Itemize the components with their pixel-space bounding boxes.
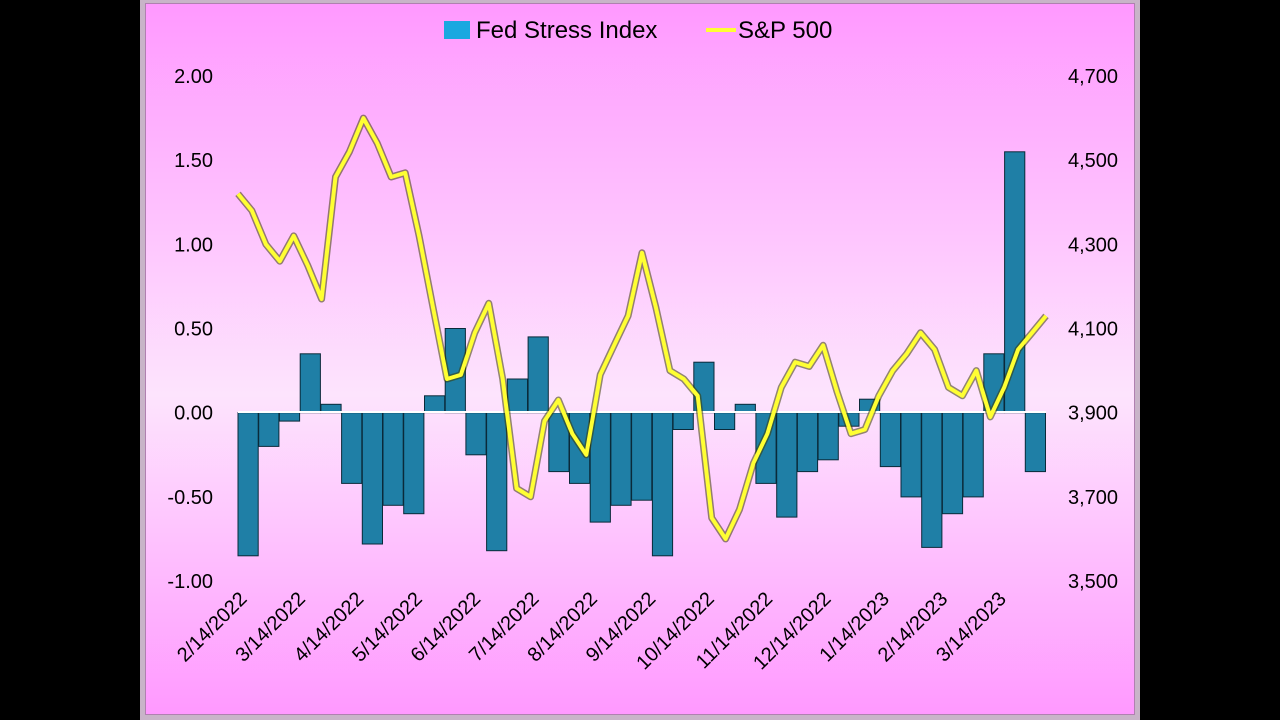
bar-34: [941, 412, 964, 515]
bar-27: [796, 412, 819, 473]
right-tick-label: 3,500: [1068, 571, 1118, 593]
left-tick-label: 2.00: [174, 66, 213, 88]
right-tick-label: 3,900: [1068, 403, 1118, 425]
right-tick-label: 4,500: [1068, 150, 1118, 172]
bar-5: [341, 412, 363, 484]
bar-1: [258, 412, 280, 447]
bar-19: [631, 412, 653, 501]
bar-8: [403, 412, 425, 515]
bar-20: [651, 412, 674, 557]
legend: Fed Stress Index S&P 500: [444, 17, 832, 44]
bar-35: [962, 412, 984, 498]
sp500-line: [236, 116, 1048, 541]
bar-2: [278, 412, 301, 422]
bar-11: [465, 412, 487, 456]
bar-23: [714, 412, 736, 431]
legend-swatch-fed-stress-index: [444, 21, 470, 39]
bar-28: [817, 412, 839, 461]
bar-14: [527, 336, 549, 414]
right-tick-label: 4,300: [1068, 234, 1118, 256]
left-tick-label: 0.50: [174, 319, 213, 341]
legend-label-fed-stress-index: Fed Stress Index: [476, 17, 657, 44]
bar-3: [299, 353, 321, 414]
x-axis: 2/14/20223/14/20224/14/20225/14/20226/14…: [173, 588, 1011, 674]
left-axis: 2.00 1.50 1.00 0.50 0.00 -0.50 -1.00: [167, 66, 213, 593]
left-tick-label: -1.00: [167, 571, 213, 593]
legend-label-sp500: S&P 500: [738, 17, 832, 44]
bar-12: [486, 412, 508, 552]
left-tick-label: -0.50: [167, 487, 213, 509]
right-tick-label: 4,100: [1068, 319, 1118, 341]
left-tick-label: 0.00: [174, 403, 213, 425]
bar-18: [610, 412, 632, 506]
bar-0: [237, 412, 259, 557]
right-tick-label: 4,700: [1068, 66, 1118, 88]
bar-38: [1024, 412, 1047, 473]
right-tick-label: 3,700: [1068, 487, 1118, 509]
bar-7: [382, 412, 404, 506]
left-tick-label: 1.00: [174, 234, 213, 256]
bar-26: [776, 412, 798, 518]
bar-33: [921, 412, 943, 548]
left-tick-label: 1.50: [174, 150, 213, 172]
bar-9: [424, 395, 446, 414]
bar-6: [361, 412, 383, 545]
bar-series: [237, 151, 1047, 557]
bar-21: [672, 412, 694, 431]
bar-32: [900, 412, 922, 498]
line-series: [235, 114, 1049, 543]
bar-13: [506, 378, 528, 414]
right-axis: 4,700 4,500 4,300 4,100 3,900 3,700 3,500: [1068, 66, 1118, 593]
bar-31: [879, 412, 901, 468]
